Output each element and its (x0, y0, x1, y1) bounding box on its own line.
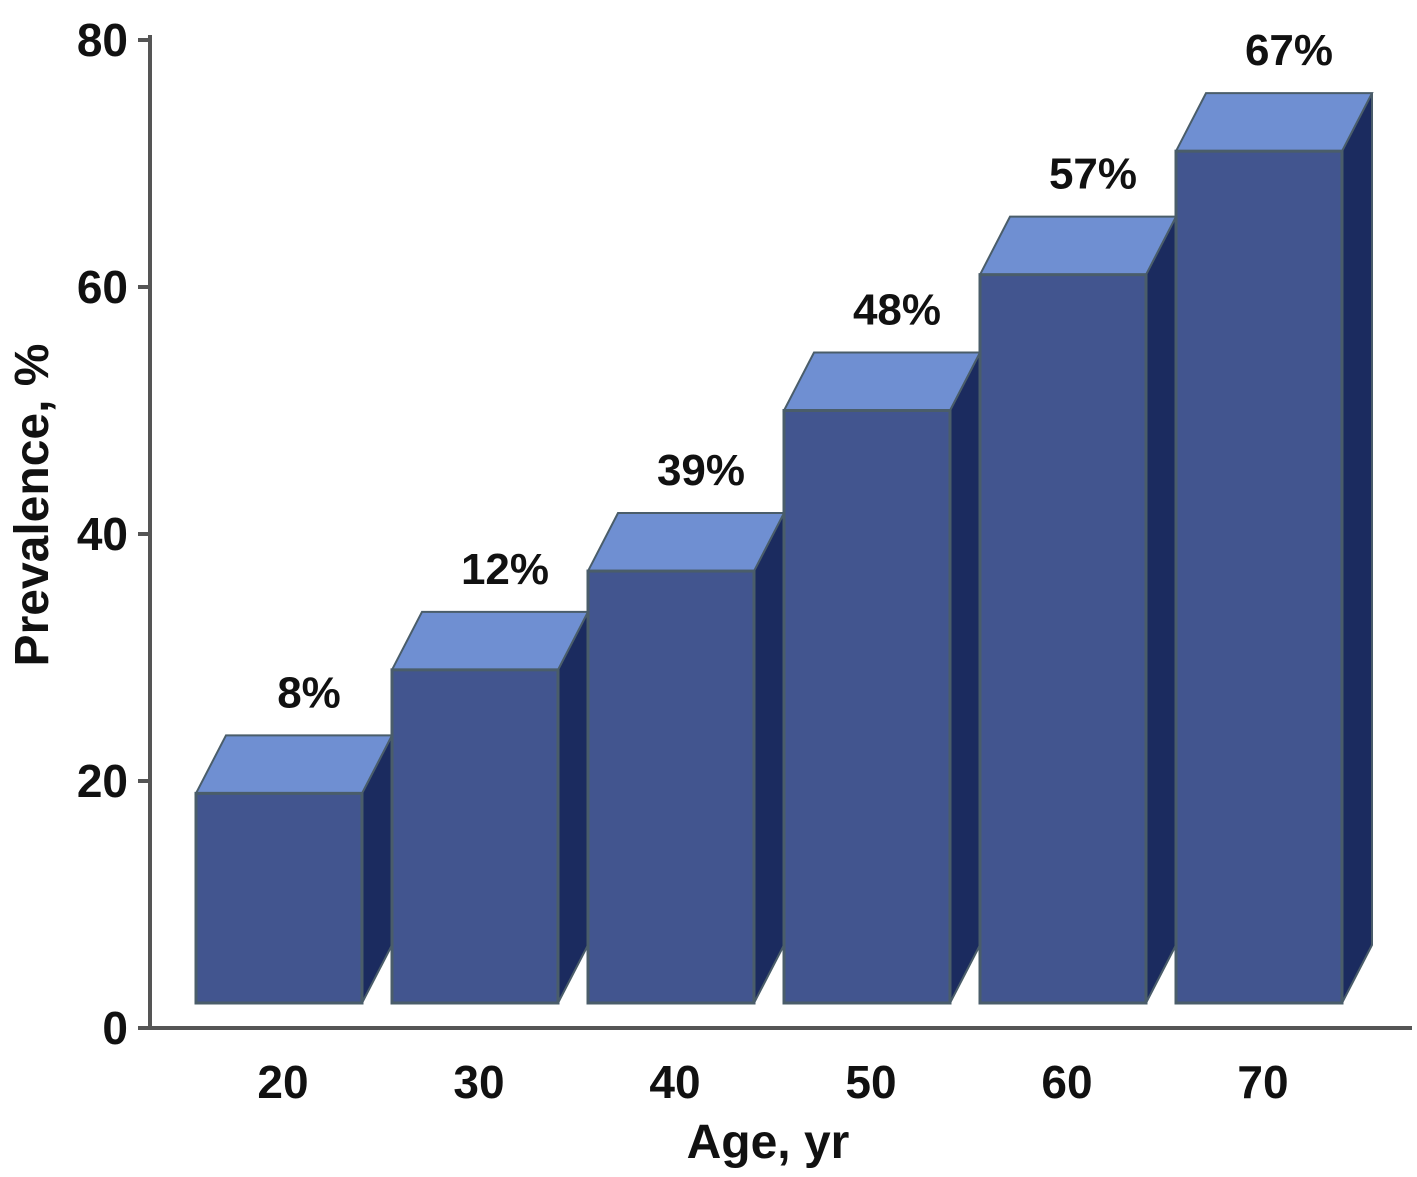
x-tick-label: 40 (649, 1056, 700, 1108)
y-tick-label: 20 (77, 755, 128, 807)
y-tick-label: 60 (77, 261, 128, 313)
bar-top-face (390, 610, 590, 671)
bar (390, 610, 590, 1005)
bar-front-face (1174, 149, 1344, 1005)
data-label: 48% (853, 286, 941, 335)
y-axis-title: Prevalence, % (6, 344, 59, 667)
bar-side-face (1145, 216, 1177, 1004)
bars-group (194, 92, 1374, 1005)
x-tick-label: 20 (257, 1056, 308, 1108)
bar-side-face (949, 352, 981, 1004)
x-tick-label: 70 (1237, 1056, 1288, 1108)
data-label: 8% (277, 668, 341, 717)
data-label: 39% (657, 446, 745, 495)
bar-front-face (390, 668, 560, 1005)
bar-top-face (978, 215, 1178, 276)
data-label: 12% (461, 545, 549, 594)
bar-front-face (978, 273, 1148, 1005)
bar (194, 734, 394, 1005)
bar-front-face (586, 569, 756, 1005)
data-label: 67% (1245, 26, 1333, 75)
bar-top-face (194, 734, 394, 795)
bar-side-face (557, 611, 589, 1004)
x-tick-label: 30 (453, 1056, 504, 1108)
bar-top-face (586, 512, 786, 573)
x-tick-label: 60 (1041, 1056, 1092, 1108)
y-ticks-group: 0 20 40 60 80 (77, 14, 150, 1054)
bar-front-face (782, 409, 952, 1005)
axes-group (148, 35, 1412, 1030)
x-tick-label: 50 (845, 1056, 896, 1108)
y-tick-label: 40 (77, 508, 128, 560)
data-label: 57% (1049, 150, 1137, 199)
bar-front-face (194, 791, 364, 1005)
bar (978, 215, 1178, 1005)
y-tick-label: 0 (102, 1002, 128, 1054)
y-tick-label: 80 (77, 14, 128, 66)
bar-side-face (753, 512, 785, 1004)
bar (586, 512, 786, 1005)
bar-top-face (782, 351, 982, 412)
x-axis-title: Age, yr (687, 1116, 850, 1169)
bar (1174, 92, 1374, 1005)
bar-side-face (1341, 92, 1373, 1004)
labels-group: 20 8% 30 12% 40 39% 50 48% 60 57% 70 67% (257, 26, 1333, 1108)
bar-top-face (1174, 92, 1374, 153)
bar (782, 351, 982, 1005)
